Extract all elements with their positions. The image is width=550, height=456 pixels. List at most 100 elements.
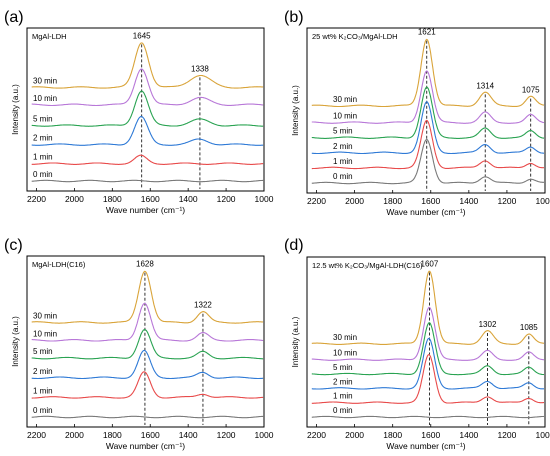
series-line [31,68,264,107]
y-axis-label: Intensity (a.u.) [291,85,300,136]
x-tick-label: 1800 [383,196,402,206]
series-line [31,328,264,360]
series-label: 5 min [333,363,353,372]
x-tick-label: 1400 [179,194,198,204]
y-axis-label: Intensity (a.u.) [11,316,20,367]
series-label: 10 min [33,94,57,103]
x-tick-label: 1600 [141,194,160,204]
series-line [31,42,264,89]
x-tick-label: 1800 [103,430,122,440]
plot-frame [306,27,546,194]
series-label: 0 min [33,406,53,415]
series-label: 1 min [33,153,53,162]
panel-label: (a) [4,9,24,26]
series-line [311,322,545,376]
x-tick-label: 2200 [307,196,326,206]
peak-marker-label: 1645 [133,31,151,40]
series-label: 10 min [333,349,357,358]
panel-label: (c) [4,237,23,254]
series-label: 30 min [333,95,357,104]
x-tick-label: 2200 [307,430,326,440]
x-tick-label: 1200 [217,194,236,204]
series-label: 30 min [333,333,357,342]
series-line [311,306,545,361]
x-tick-label: 1000 [255,194,274,204]
x-tick-label: 2000 [345,430,364,440]
series-line [31,154,264,165]
series-label: 0 min [333,406,353,415]
x-tick-label: 1400 [459,196,478,206]
series-label: 10 min [333,112,357,121]
series-label: 2 min [333,377,353,386]
x-axis-label: Wave number (cm⁻¹) [386,207,465,217]
chart-panel-a: (a) 1645 1338 0 min 1 min 2 min 5 min 10 min 30 … [4,9,274,215]
x-tick-label: 2000 [345,196,364,206]
series-line [311,138,544,185]
plot-frame [26,27,265,192]
series-label: 2 min [33,367,53,376]
chart-panel-b: (b) 1621 1314 1075 0 min 1 min 2 min 5 min 10 mi… [284,9,550,217]
x-tick-label: 1800 [103,194,122,204]
series-line [31,90,264,127]
series-line [31,349,264,380]
chart-panel-c: (c) 1628 1322 0 min 1 min 2 min 5 min 10 min 30 … [4,237,274,451]
panel-title: 12.5 wt% K₂CO₃/MgAl-LDH(C16) [312,261,423,270]
y-axis-label: Intensity (a.u.) [291,316,300,367]
x-tick-label: 2200 [27,430,46,440]
x-axis-label: Wave number (cm⁻¹) [386,441,465,451]
panel-title: 25 wt% K₂CO₃/MgAl-LDH [312,32,398,41]
peak-marker-label: 1314 [476,81,494,90]
x-tick-label: 1800 [383,430,402,440]
x-tick-label: 1600 [421,196,440,206]
series-line [311,86,545,139]
series-line [311,270,545,345]
x-tick-label: 1200 [497,430,516,440]
peak-marker-label: 1302 [479,320,497,329]
series-label: 1 min [333,392,353,401]
peak-marker-label: 1338 [191,64,209,73]
series-line [311,119,544,170]
x-tick-label: 1200 [217,430,236,440]
series-label: 1 min [33,386,53,395]
series-line [311,353,544,404]
series-label: 0 min [33,170,53,179]
x-tick-label: 1200 [497,196,516,206]
panel-label: (d) [284,237,304,254]
series-line [311,337,544,390]
series-label: 30 min [33,311,57,320]
panel-title: MgAl-LDH [32,32,67,41]
peak-marker-label: 1621 [418,28,436,37]
series-line [311,415,545,419]
series-label: 5 min [333,127,353,136]
x-tick-label: 1000 [536,196,550,206]
x-axis-label: Wave number (cm⁻¹) [106,205,185,215]
series-line [31,115,264,146]
x-tick-label: 1000 [255,430,274,440]
x-tick-label: 1600 [421,430,440,440]
series-line [311,38,545,108]
x-axis-label: Wave number (cm⁻¹) [106,441,185,451]
series-label: 2 min [333,142,353,151]
series-label: 1 min [333,157,353,166]
series-line [31,270,264,324]
series-label: 10 min [33,329,57,338]
x-tick-label: 1000 [536,430,550,440]
y-axis-label: Intensity (a.u.) [11,84,20,135]
x-tick-label: 2200 [27,194,46,204]
peak-marker-label: 1085 [520,323,538,332]
x-tick-label: 1400 [459,430,478,440]
series-label: 2 min [33,134,53,143]
plot-frame [26,255,265,428]
plot-frame [306,256,546,428]
x-tick-label: 2000 [65,194,84,204]
series-label: 5 min [33,115,53,124]
x-tick-label: 1400 [179,430,198,440]
panel-title: MgAl-LDH(C16) [32,260,86,269]
panel-label: (b) [284,9,304,26]
peak-marker-label: 1075 [522,86,540,95]
peak-marker-label: 1322 [194,301,212,310]
series-label: 0 min [333,172,353,181]
x-tick-label: 1600 [141,430,160,440]
